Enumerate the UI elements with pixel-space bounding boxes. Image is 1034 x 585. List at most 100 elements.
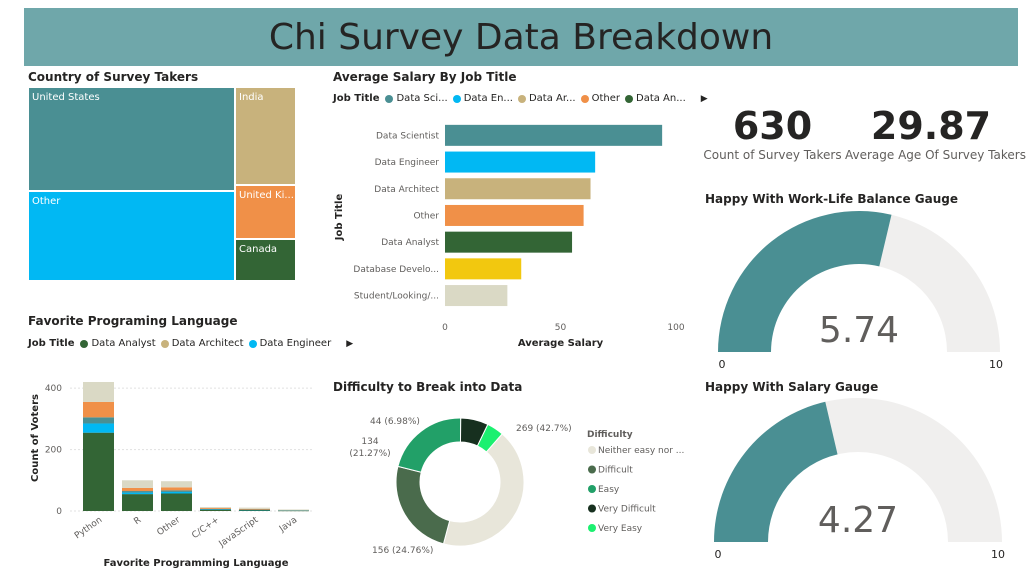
y-tick-label: Database Develo... [353, 265, 439, 275]
stacked-bar-segment [122, 491, 153, 493]
legend-item[interactable]: Other [580, 93, 620, 104]
legend-item[interactable]: Data Engineer [248, 338, 332, 349]
legend-label: Very Easy [598, 524, 643, 534]
language-chart-title: Favorite Programing Language [28, 314, 238, 328]
gauge-value: 4.27 [818, 500, 898, 541]
kpi-value: 29.87 [870, 104, 992, 148]
work-life-gauge: 5.74 0 10 [718, 211, 1003, 371]
treemap-title: Country of Survey Takers [28, 70, 199, 84]
language-stacked-bar-chart: 0 200 400 Python R Other C/C++JavaScript Java Fa… [30, 382, 314, 569]
donut-data-label: 156 (24.76%) [372, 546, 433, 556]
legend-label: Other [591, 93, 620, 104]
legend-title: Job Title [333, 93, 380, 104]
y-axis-label: Job Title [334, 194, 345, 242]
gauge-title: Happy With Salary Gauge [705, 380, 879, 394]
salary-bar [445, 151, 596, 173]
difficulty-chart-title: Difficulty to Break into Data [333, 380, 523, 394]
treemap-cell-united-states[interactable]: United States [28, 87, 235, 191]
legend-dot [248, 339, 257, 348]
kpi-label: Average Age Of Survey Takers [845, 148, 1026, 162]
x-tick-label: R [132, 515, 143, 527]
stacked-bar-segment [122, 480, 153, 488]
legend-label: Data An... [636, 93, 686, 104]
stacked-bar-segment [122, 492, 153, 495]
salary-bar [445, 258, 522, 280]
y-axis-label: Count of Voters [30, 394, 41, 482]
legend-scroll-right-icon[interactable]: ▶ [700, 93, 708, 104]
stacked-bar-segment [200, 507, 231, 509]
legend-dot [588, 465, 596, 474]
legend-dot [160, 339, 169, 348]
salary-bar [445, 204, 584, 226]
legend-scroll-right-icon[interactable]: ▶ [346, 338, 354, 349]
stacked-bar-segment [239, 509, 270, 511]
legend-item[interactable]: Data En... [452, 93, 513, 104]
language-legend: Job Title Data Analyst Data Architect Da… [28, 338, 353, 349]
stacked-bar-segment [122, 487, 153, 492]
legend-label: Neither easy nor ... [598, 446, 684, 456]
x-tick-label: JavaScript [217, 515, 261, 550]
salary-bar [445, 231, 573, 253]
legend-label: Data Engineer [259, 338, 332, 349]
salary-bar [445, 285, 508, 307]
legend-dot [580, 94, 589, 103]
gauge-max-label: 10 [989, 358, 1003, 371]
stacked-bar-segment [83, 417, 114, 424]
legend-label: Data En... [463, 93, 513, 104]
treemap-label: India [239, 92, 264, 103]
salary-chart-title: Average Salary By Job Title [333, 70, 517, 84]
page-title: Chi Survey Data Breakdown [268, 16, 774, 58]
treemap-cell-united-kingdom[interactable]: United Ki... [235, 185, 296, 239]
legend-item[interactable]: Data Sci... [385, 93, 448, 104]
kpi-card-age: 29.87 Average Age Of Survey Takers [845, 104, 1026, 162]
salary-bar [445, 124, 663, 146]
donut-data-label: 44 (6.98%) [370, 417, 420, 427]
gauge-fill [714, 401, 838, 542]
x-tick-label: Python [73, 515, 104, 541]
donut-data-label: (21.27%) [349, 449, 390, 459]
kpi-card-count: 630 Count of Survey Takers [700, 104, 845, 162]
legend-item[interactable]: Data An... [625, 93, 686, 104]
legend-dot [517, 94, 526, 103]
salary-bar [445, 178, 591, 200]
salary-gauge: 4.27 0 10 [714, 398, 1005, 561]
legend-dot [625, 94, 633, 103]
y-tick-label: 0 [56, 507, 62, 517]
stacked-bar-segment [200, 507, 231, 508]
legend-item[interactable]: Data Architect [160, 338, 244, 349]
gauge-title: Happy With Work-Life Balance Gauge [705, 192, 959, 206]
y-tick-label: Data Architect [374, 185, 439, 195]
legend-dot [588, 485, 596, 493]
stacked-bar-segment [200, 508, 231, 510]
gauge-min-label: 0 [715, 548, 722, 561]
gauge-min-label: 0 [719, 358, 726, 371]
legend-item[interactable]: Data Analyst [80, 338, 156, 349]
difficulty-donut-chart: 269 (42.7%) 156 (24.76%) 134 (21.27%) 44 (6.… [349, 417, 684, 556]
legend-label: Data Ar... [528, 93, 576, 104]
treemap-label: United Ki... [239, 190, 294, 201]
treemap-cell-other[interactable]: Other [28, 191, 235, 281]
legend-title: Job Title [28, 338, 75, 349]
stacked-bar-segment [239, 507, 270, 509]
y-tick-label: Data Analyst [381, 238, 439, 248]
donut-data-label: 269 (42.7%) [516, 424, 572, 434]
treemap-cell-canada[interactable]: Canada [235, 239, 296, 281]
gauge-fill [718, 211, 892, 352]
legend-label: Very Difficult [598, 505, 656, 515]
legend-label: Data Architect [171, 338, 244, 349]
stacked-bar-segment [161, 487, 192, 491]
x-axis-label: Favorite Programming Language [104, 558, 289, 569]
stacked-bar-segment [161, 490, 192, 492]
y-tick-label: Data Scientist [376, 131, 439, 141]
stacked-bar-segment [83, 432, 114, 511]
stacked-bar-segment [161, 491, 192, 494]
legend-dot [452, 94, 461, 103]
legend-label: Data Analyst [91, 338, 156, 349]
salary-bar-chart: Data Scientist Data Engineer Data Architec… [334, 124, 685, 349]
y-tick-label: 200 [45, 446, 62, 456]
donut-slice [442, 433, 525, 547]
treemap-cell-india[interactable]: India [235, 87, 296, 185]
x-tick-label: 50 [555, 323, 567, 333]
legend-item[interactable]: Data Ar... [517, 93, 576, 104]
stacked-bar-segment [278, 509, 309, 511]
